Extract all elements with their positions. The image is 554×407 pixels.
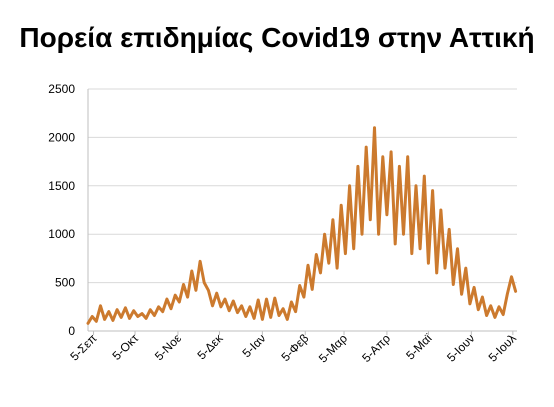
y-tick-label: 500 (55, 276, 75, 290)
y-tick-label: 0 (68, 324, 75, 338)
x-tick-label: 5-Νοε (152, 331, 185, 364)
y-tick-label: 1000 (48, 227, 75, 241)
x-tick-label: 5-Μαρ (316, 331, 350, 365)
y-tick-label: 1500 (48, 179, 75, 193)
x-tick-label: 5-Ιουν (444, 331, 477, 364)
axes (87, 89, 517, 335)
y-tick-labels: 0 500 1000 1500 2000 2500 (48, 82, 75, 338)
x-tick-label: 5-Απρ (359, 331, 393, 365)
y-tick-label: 2500 (48, 82, 75, 96)
y-tick-label: 2000 (48, 130, 75, 144)
x-tick-label: 5-Φεβ (279, 331, 312, 364)
x-tick-label: 5-Οκτ (110, 331, 142, 363)
series-line (86, 126, 518, 325)
x-tick-labels: 5-Σεπ 5-Οκτ 5-Νοε 5-Δεκ 5-Ιαν 5-Φεβ 5-Μαρ 5-Απρ… (67, 331, 519, 366)
x-tick-label: 5-Ιαν (240, 331, 269, 360)
chart-title: Πορεία επιδημίας Covid19 στην Αττική (19, 22, 535, 53)
grid-lines (88, 88, 517, 284)
x-tick-label: 5-Ιουλ (486, 331, 519, 364)
series-layer (86, 126, 518, 325)
x-tick-label: 5-Μαϊ (403, 331, 435, 363)
x-tick-label: 5-Δεκ (194, 331, 226, 363)
